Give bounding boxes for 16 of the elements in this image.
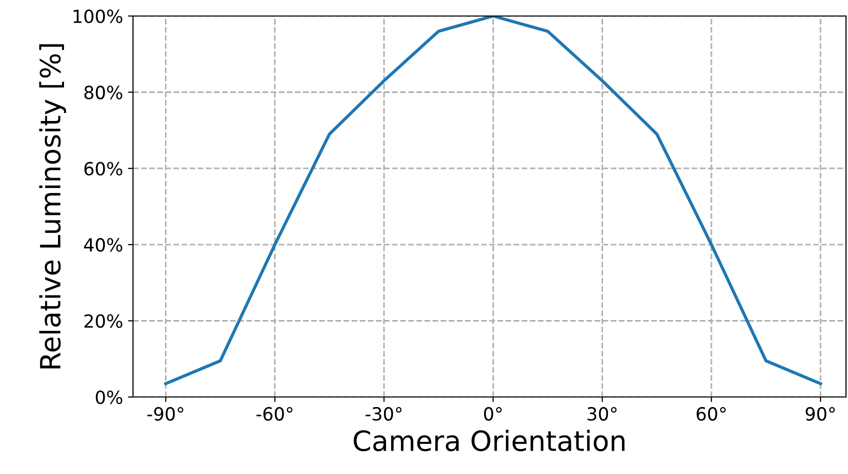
y-tick-label: 20% [84, 314, 122, 328]
y-tick-label: 80% [84, 86, 122, 100]
y-axis-title: Relative Luminosity [%] [39, 44, 66, 368]
x-tick-label: 60° [696, 407, 726, 421]
x-tick-label: -30° [366, 407, 402, 421]
x-axis-title: Camera Orientation [354, 430, 624, 452]
y-tick-label: 40% [84, 238, 122, 252]
x-tick-label: 90° [806, 407, 835, 421]
y-tick-label: 60% [84, 162, 122, 176]
x-tick-label: -60° [256, 407, 292, 421]
x-tick-label: 0° [484, 407, 502, 421]
x-tick-label: -90° [147, 407, 184, 421]
y-tick-label: 0% [96, 390, 122, 404]
x-tick-label: 30° [588, 407, 617, 421]
line-series [164, 16, 822, 386]
y-tick-label: 100% [74, 9, 122, 24]
